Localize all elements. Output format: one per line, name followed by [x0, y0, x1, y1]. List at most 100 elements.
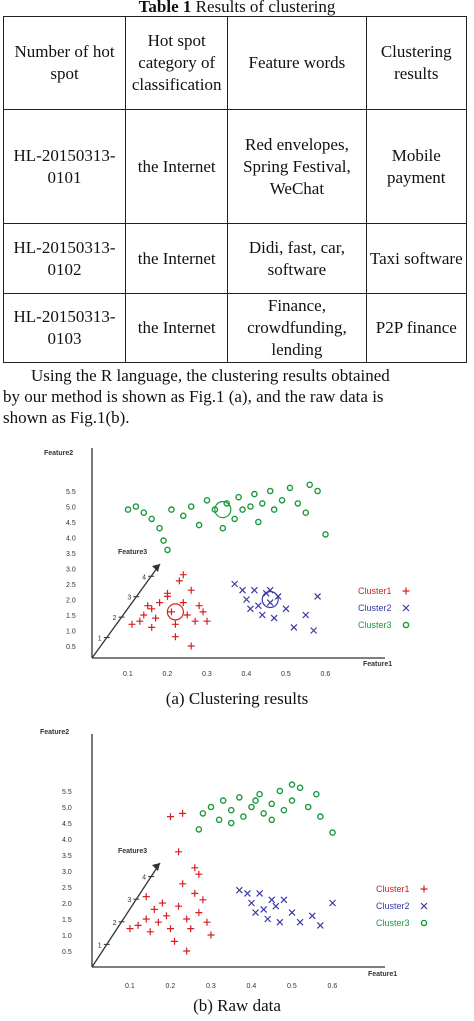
table-row: HL-20150313-0102 the Internet Didi, fast… — [2, 223, 468, 294]
point-cluster1 — [144, 602, 152, 610]
point-cluster3 — [322, 531, 329, 538]
cell-hot-spot-number: HL-20150313-0102 — [2, 223, 127, 294]
chart1-y-tick-label: 4.0 — [62, 837, 72, 844]
table-header-row: Number of hot spot Hot spot category of … — [2, 16, 468, 110]
point-cluster3 — [215, 816, 223, 824]
chart1-x-tick-label: 0.2 — [166, 983, 176, 990]
point-cluster3 — [195, 521, 203, 529]
chart1-y-tick-label: 1.5 — [62, 917, 72, 924]
point-cluster3 — [156, 524, 163, 532]
point-cluster3 — [140, 509, 148, 516]
legend-marker-cluster3 — [420, 919, 428, 927]
point-cluster2 — [276, 918, 284, 926]
point-cluster1 — [175, 902, 183, 910]
chart0-x-tick-label: 0.5 — [281, 671, 291, 678]
point-cluster2 — [270, 614, 278, 622]
point-cluster3 — [235, 493, 242, 501]
point-cluster1 — [171, 620, 179, 628]
point-cluster1 — [183, 915, 191, 923]
point-cluster1 — [158, 899, 166, 907]
chart1-y-tick-label: 5.5 — [62, 789, 72, 796]
caption-a: (a) Clustering results — [165, 689, 309, 708]
point-cluster3 — [132, 503, 140, 510]
chart0-x-tick-label: 0.2 — [163, 671, 173, 678]
point-cluster1 — [154, 918, 162, 926]
point-cluster1 — [140, 611, 148, 619]
point-cluster2 — [329, 899, 336, 907]
point-cluster1 — [171, 937, 179, 945]
chart1-x-tick-label: 0.4 — [247, 983, 257, 990]
chart1-y-tick-label: 3.0 — [62, 869, 72, 876]
point-cluster3 — [187, 503, 195, 510]
point-cluster3 — [270, 506, 278, 513]
table-title: Table 1 Results of clustering — [138, 0, 336, 16]
point-cluster3 — [168, 506, 175, 513]
point-cluster3 — [268, 816, 276, 824]
point-cluster2 — [316, 921, 324, 929]
clustering-results-chart: Feature2 Feature1 Feature3 0.5 1.0 1.5 2.0 2.5 3… — [44, 448, 410, 678]
point-cluster2 — [268, 896, 276, 904]
raw-data-chart: Feature2 Feature1 Feature3 0.5 1.0 1.5 2.0 2.5 3… — [40, 729, 428, 990]
chart1-y-tick-label: 2.5 — [62, 885, 72, 892]
point-cluster1 — [175, 848, 183, 856]
point-cluster3 — [260, 810, 267, 817]
point-cluster1 — [195, 602, 203, 610]
paragraph-line: shown as Fig.1(b). — [3, 408, 130, 427]
point-cluster1 — [134, 921, 142, 929]
point-cluster2 — [288, 909, 296, 917]
cell-category: the Internet — [125, 293, 229, 363]
cluster-center-circle — [166, 603, 184, 621]
point-cluster2 — [250, 586, 258, 594]
point-cluster3 — [227, 819, 235, 827]
point-cluster1 — [187, 925, 195, 933]
point-cluster1 — [179, 599, 187, 607]
point-cluster3 — [312, 790, 320, 798]
point-cluster3 — [239, 506, 246, 513]
point-cluster1 — [152, 614, 160, 622]
chart1-z-axis-arrow — [152, 863, 160, 871]
point-cluster3 — [240, 813, 247, 820]
point-cluster1 — [136, 617, 144, 625]
point-cluster2 — [290, 623, 298, 631]
point-cluster2 — [231, 580, 239, 588]
legend-marker-cluster1 — [402, 587, 410, 595]
point-cluster1 — [148, 623, 156, 631]
point-cluster2 — [272, 902, 280, 910]
point-cluster2 — [247, 605, 254, 613]
chart1-x-tick-label: 0.5 — [287, 983, 297, 990]
point-cluster2 — [244, 889, 251, 897]
chart1-y-tick-label: 5.0 — [62, 805, 72, 812]
legend-label-cluster3: Cluster3 — [358, 620, 392, 630]
point-cluster1 — [142, 893, 150, 901]
point-cluster3 — [223, 500, 231, 507]
chart0-y-tick-label: 0.5 — [66, 644, 76, 651]
point-cluster1 — [199, 608, 207, 616]
cell-feature-words: Finance, crowdfunding, lending — [227, 293, 367, 363]
point-cluster3 — [247, 503, 254, 510]
chart0-x-tick-label: 0.4 — [242, 671, 252, 678]
point-cluster2 — [243, 596, 250, 603]
chart0-y-axis-label: Feature2 — [44, 450, 73, 457]
point-cluster3 — [278, 497, 286, 504]
chart1-x-tick-label: 0.6 — [328, 983, 338, 990]
point-cluster1 — [179, 880, 187, 888]
chart1-y-tick-label: 3.5 — [62, 853, 72, 860]
body-paragraph: Using the R language, the clustering res… — [3, 365, 471, 428]
point-cluster1 — [191, 617, 199, 625]
cell-feature-words: Red envelopes, Spring Festival, WeChat — [227, 109, 367, 224]
cell-clustering-result: P2P finance — [365, 293, 468, 363]
point-cluster1 — [203, 617, 211, 625]
point-cluster2 — [264, 915, 272, 923]
point-cluster3 — [248, 803, 255, 811]
chart0-y-tick-label: 4.0 — [66, 536, 76, 543]
chart1-z-tick-label: 3 — [127, 897, 131, 904]
point-cluster3 — [306, 481, 314, 489]
point-cluster2 — [296, 918, 304, 926]
cell-clustering-result: Mobile payment — [365, 109, 468, 224]
point-cluster1 — [164, 589, 171, 597]
point-cluster3 — [276, 787, 284, 795]
point-cluster1 — [126, 925, 134, 933]
chart0-x-axis-label: Feature1 — [363, 661, 392, 668]
header-category: Hot spot category of classification — [125, 16, 229, 110]
header-clustering-results: Clustering results — [365, 16, 468, 110]
